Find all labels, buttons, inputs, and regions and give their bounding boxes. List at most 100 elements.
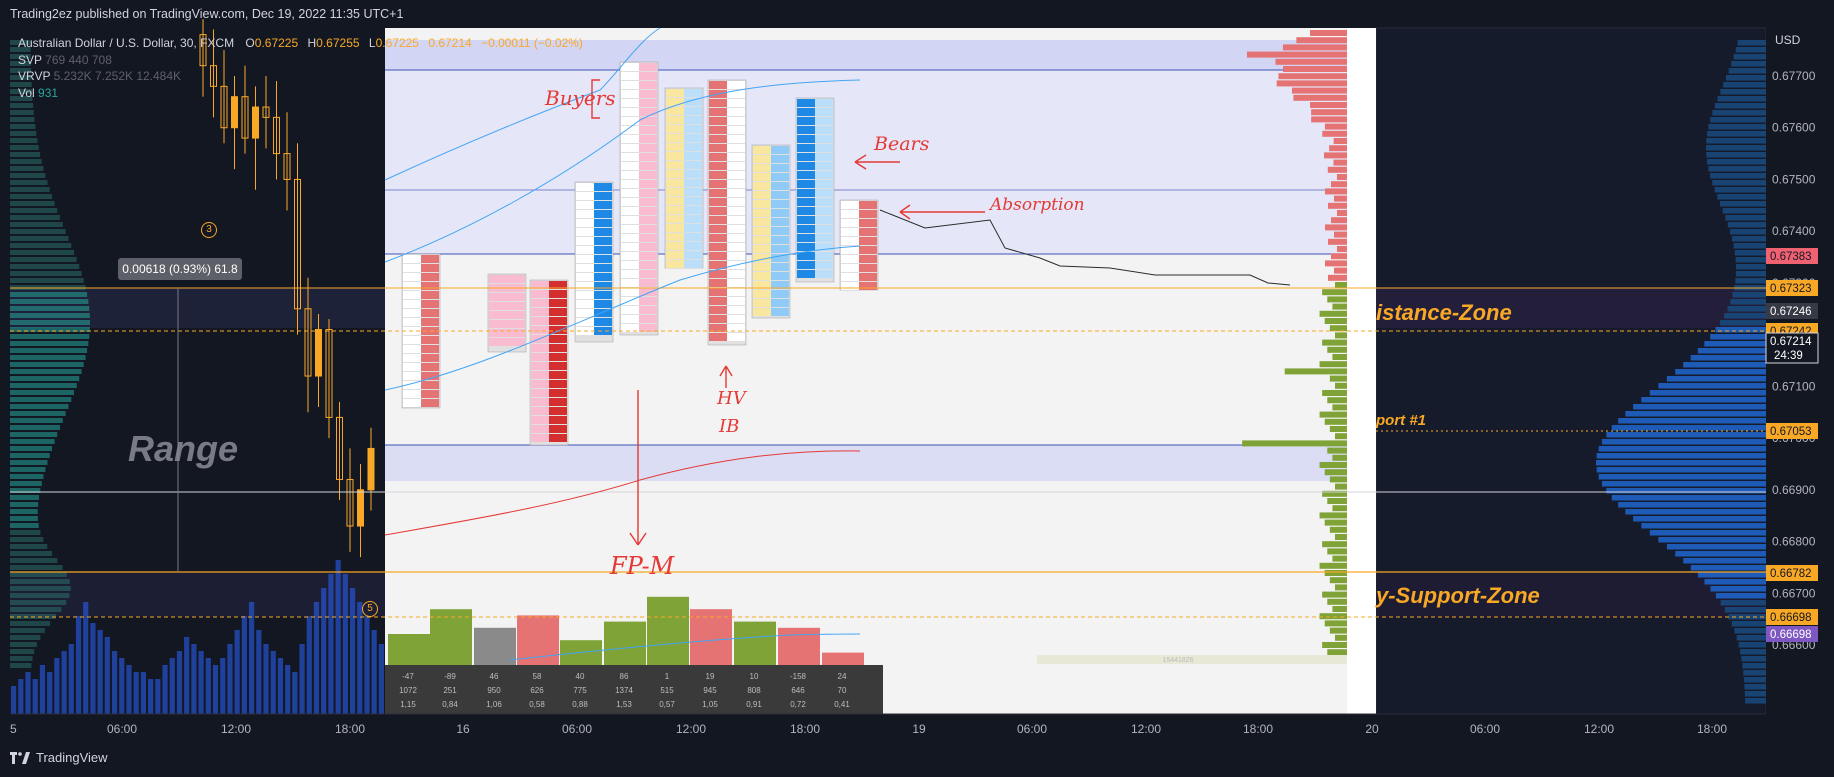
footprint-cell — [771, 191, 789, 199]
footprint-cell — [815, 198, 833, 206]
footprint-cell — [684, 143, 702, 151]
footprint-cell — [666, 197, 684, 205]
footprint-cell — [576, 255, 594, 263]
vrvp-row — [1710, 117, 1766, 123]
footprint-cell — [727, 288, 745, 296]
fp-profile-row — [1335, 433, 1347, 440]
tradingview-text: TradingView — [36, 750, 108, 765]
footprint-cell — [594, 291, 612, 299]
footprint-cell — [753, 146, 771, 154]
footprint-cell — [639, 306, 657, 314]
footprint-cell — [549, 308, 567, 316]
svp-row — [10, 341, 89, 346]
vrvp-row — [1708, 166, 1766, 172]
svp-row — [10, 404, 69, 409]
footprint-cell — [797, 135, 815, 143]
vrvp-row — [1596, 460, 1766, 466]
fp-profile-row — [1291, 87, 1347, 94]
footprint-cell — [594, 273, 612, 281]
fp-profile-row — [1282, 44, 1347, 51]
footprint-cell — [797, 225, 815, 233]
volume-bar — [184, 637, 190, 714]
footprint-cell — [421, 345, 439, 353]
footprint-cell — [639, 189, 657, 197]
svp-row — [10, 467, 46, 472]
fp-profile-row — [1247, 51, 1347, 58]
vrvp-row — [1732, 292, 1766, 298]
footprint-cell — [684, 125, 702, 133]
vrvp-row — [1641, 397, 1766, 403]
footprint-cell — [797, 99, 815, 107]
wave-label-5: 5 — [362, 601, 378, 617]
svp-row — [10, 572, 67, 577]
volume-bar — [119, 658, 125, 714]
currency-label: USD — [1775, 33, 1801, 47]
price-tag — [1766, 280, 1818, 296]
svp-row — [10, 642, 37, 647]
fp-profile-row — [1293, 94, 1347, 101]
footprint-cell — [709, 297, 727, 305]
projection-path — [879, 209, 1291, 286]
footprint-cell — [403, 399, 421, 407]
footprint-cell — [684, 98, 702, 106]
footprint-cell — [771, 209, 789, 217]
footprint-cell — [771, 263, 789, 271]
svp-row — [10, 558, 58, 563]
price-tag — [1766, 609, 1818, 625]
footprint-cell — [639, 207, 657, 215]
footprint-cell — [621, 108, 639, 116]
vrvp-row — [1611, 425, 1766, 431]
svp-row — [10, 523, 39, 528]
footprint-cell — [815, 234, 833, 242]
stats-cell: 1 — [665, 672, 670, 681]
volume-bar — [61, 651, 67, 714]
svp-row — [10, 446, 53, 451]
candle-body — [346, 478, 354, 527]
footprint-cell — [859, 273, 877, 281]
footprint-cell — [421, 264, 439, 272]
footprint-cell — [507, 275, 525, 283]
vrvp-row — [1666, 376, 1766, 382]
footprint-cell — [594, 255, 612, 263]
volume-bar — [198, 651, 204, 714]
footprint-cell — [709, 270, 727, 278]
fp-profile-row — [1336, 174, 1347, 180]
fp-profile-row — [1324, 570, 1347, 576]
footprint-cell — [753, 254, 771, 262]
footprint-cell — [797, 189, 815, 197]
time-tick: 18:00 — [1697, 722, 1727, 736]
fp-profile-row — [1331, 253, 1347, 260]
footprint-cell — [727, 90, 745, 98]
fp-profile-row — [1275, 58, 1347, 65]
volume-bar — [148, 679, 154, 714]
wave-label-3: 3 — [201, 222, 217, 238]
vrvp-row — [1730, 299, 1766, 305]
footprint-cell — [859, 228, 877, 236]
fp-profile-row — [1334, 231, 1347, 238]
volume-bar — [220, 658, 226, 714]
legend-vol-row: Vol 931 — [18, 85, 583, 102]
footprint-cell — [421, 291, 439, 299]
svp-row — [10, 635, 41, 640]
footprint-cell — [594, 228, 612, 236]
svp-row — [10, 236, 69, 241]
footprint-cell — [666, 260, 684, 268]
vrvp-row — [1658, 537, 1766, 543]
footprint-cell — [639, 117, 657, 125]
tradingview-brand[interactable]: TradingView — [10, 750, 108, 765]
svp-row — [10, 474, 44, 479]
footprint-cell — [753, 164, 771, 172]
footprint-cell — [531, 389, 549, 397]
fp-volume-bar — [517, 615, 559, 665]
footprint-cell — [666, 125, 684, 133]
vrvp-row — [1740, 649, 1766, 655]
footprint-cell — [531, 425, 549, 433]
footprint-cell — [666, 134, 684, 142]
footprint-cell — [403, 336, 421, 344]
footprint-cell — [489, 302, 507, 310]
fp-profile-row — [1335, 382, 1347, 389]
price-tag-label: 0.66698 — [1770, 629, 1812, 641]
footprint-cell — [771, 290, 789, 298]
footprint-cell — [531, 353, 549, 361]
